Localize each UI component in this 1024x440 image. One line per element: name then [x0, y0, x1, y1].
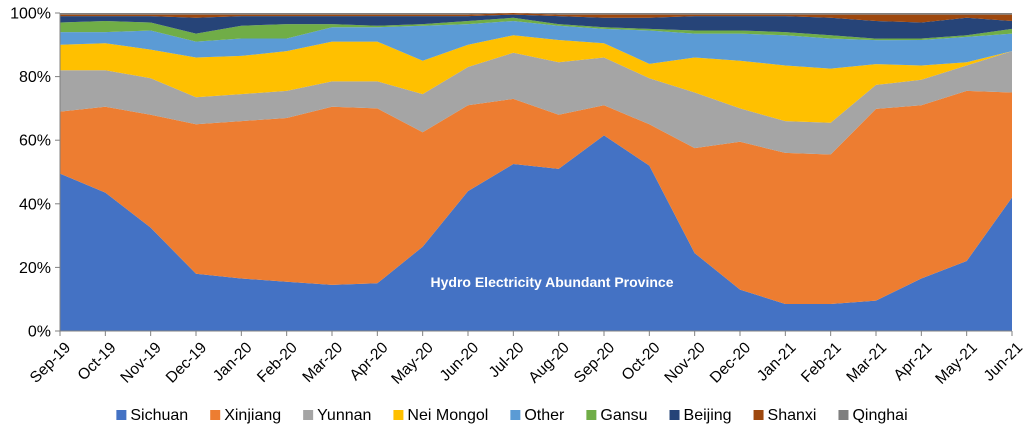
x-tick-label: Apr-21	[891, 339, 936, 384]
legend-item-beijing: Beijing	[669, 407, 732, 424]
legend-label: Gansu	[600, 407, 647, 424]
x-tick-label: Jun-20	[437, 339, 483, 385]
legend-label: Qinghai	[852, 407, 907, 424]
legend-label: Sichuan	[130, 407, 188, 424]
x-tick-label: Feb-21	[798, 339, 845, 386]
legend-swatch	[210, 410, 221, 420]
area-qinghai	[60, 13, 1012, 15]
x-tick-label: Oct-19	[75, 339, 120, 384]
legend-item-yunnan: Yunnan	[303, 407, 371, 424]
x-tick-label: Nov-20	[661, 339, 709, 387]
y-axis: 0% 20% 40% 60% 80% 100%	[10, 6, 61, 341]
legend-swatch	[393, 410, 404, 420]
x-tick-label: Jul-20	[486, 339, 528, 381]
legend-item-sichuan: Sichuan	[116, 407, 188, 424]
x-tick-label: Oct-20	[619, 339, 664, 384]
y-tick-label: 40%	[19, 196, 51, 213]
legend-label: Nei Mongol	[407, 407, 488, 424]
area-yunnan	[60, 51, 1012, 155]
legend-swatch	[669, 410, 680, 420]
area-gansu	[60, 17, 1012, 42]
x-tick-label: Apr-20	[347, 339, 392, 384]
legend-swatch	[510, 410, 521, 420]
x-tick-label: Mar-20	[299, 339, 346, 386]
legend-label: Other	[524, 407, 565, 424]
chart-legend: Sichuan Xinjiang Yunnan Nei Mongol Other Gans…	[116, 407, 908, 424]
area-xinjiang	[60, 90, 1012, 304]
legend-label: Yunnan	[317, 407, 371, 424]
x-tick-label: Sep-20	[571, 339, 619, 387]
x-tick-label: May-20	[388, 339, 437, 388]
y-tick-label: 60%	[19, 133, 51, 150]
area-series-group	[60, 13, 1012, 331]
legend-item-nei-mongol: Nei Mongol	[393, 407, 488, 424]
y-tick-label: 20%	[19, 260, 51, 277]
area-beijing	[60, 14, 1012, 39]
x-tick-label: Sep-19	[27, 339, 74, 386]
x-tick-label: Mar-21	[843, 339, 890, 386]
legend-label: Xinjiang	[224, 407, 281, 424]
x-tick-label: Dec-20	[707, 339, 755, 387]
area-nei-mongol	[60, 35, 1012, 123]
legend-item-qinghai: Qinghai	[838, 407, 908, 424]
x-tick-label: Jan-20	[210, 339, 256, 385]
legend-swatch	[753, 410, 764, 420]
x-tick-label: Aug-20	[525, 339, 573, 387]
area-shanxi	[60, 13, 1012, 23]
x-tick-label: May-21	[932, 339, 981, 388]
area-sichuan	[60, 135, 1012, 331]
legend-swatch	[586, 410, 597, 420]
legend-item-gansu: Gansu	[586, 407, 648, 424]
y-tick-label: 100%	[10, 6, 51, 23]
legend-swatch	[116, 410, 127, 420]
x-tick-label: Jun-21	[981, 339, 1024, 385]
legend-swatch	[303, 410, 314, 420]
x-tick-label: Dec-19	[163, 339, 210, 386]
x-tick-label: Nov-19	[117, 339, 164, 386]
legend-label: Shanxi	[768, 407, 817, 424]
legend-item-xinjiang: Xinjiang	[210, 407, 281, 424]
y-tick-label: 80%	[19, 69, 51, 86]
legend-item-other: Other	[510, 407, 565, 424]
x-tick-label: Feb-20	[254, 339, 301, 386]
x-tick-label: Jan-21	[754, 339, 800, 385]
legend-item-shanxi: Shanxi	[753, 407, 817, 424]
legend-swatch	[838, 410, 849, 420]
y-tick-label: 0%	[28, 324, 51, 341]
chart-annotation: Hydro Electricity Abundant Province	[431, 274, 674, 290]
area-other	[60, 20, 1012, 69]
legend-label: Beijing	[684, 407, 732, 424]
